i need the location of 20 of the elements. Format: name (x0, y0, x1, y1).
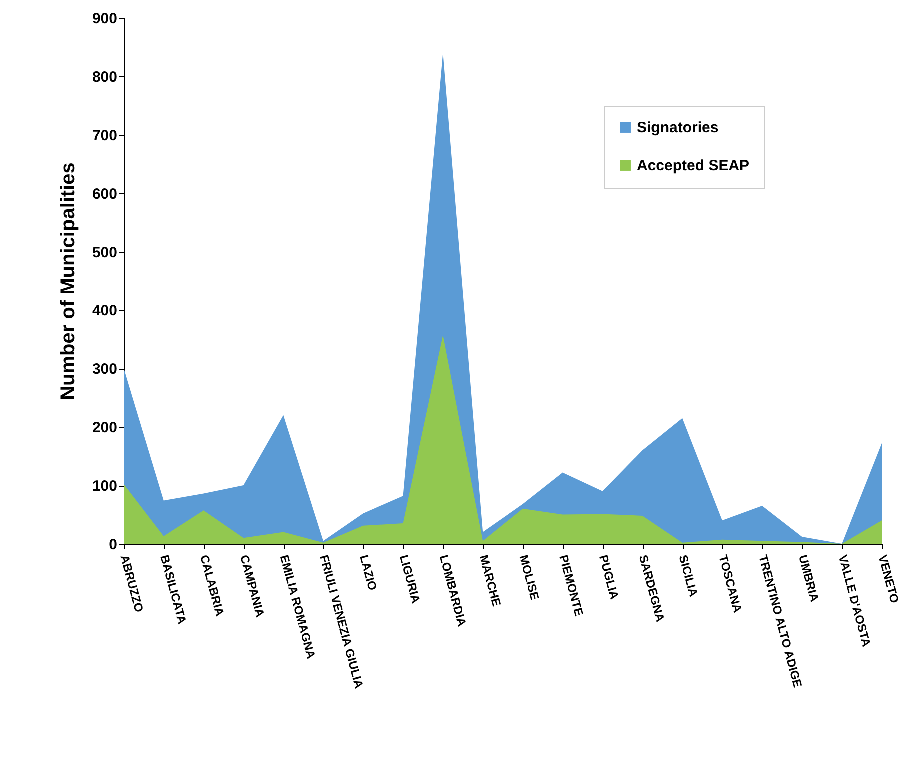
y-tick-label: 800 (92, 68, 118, 86)
y-tick-label: 700 (92, 127, 118, 144)
y-tick-label: 500 (92, 244, 118, 262)
x-tick-label: SICILIA (676, 554, 701, 599)
y-tick-label: 200 (92, 420, 118, 437)
legend-label: Accepted SEAP (637, 158, 750, 174)
y-tick-label: 400 (92, 302, 118, 320)
x-tick-label: MOLISE (516, 554, 542, 602)
y-tick-label: 100 (92, 478, 118, 496)
x-tick-label: UMBRIA (796, 554, 822, 604)
y-tick-label: 600 (92, 186, 118, 203)
x-tick-label: PUGLIA (596, 554, 622, 602)
legend-label: Signatories (637, 120, 719, 136)
y-axis-title: Number of Municipalities (57, 162, 80, 400)
y-tick-label: 900 (92, 10, 118, 28)
y-tick-label: 300 (92, 361, 118, 378)
x-tick-label: VENETO (876, 554, 902, 605)
x-tick-label: LIGURIA (397, 554, 424, 606)
y-tick-label: 0 (109, 536, 118, 554)
x-tick-label: LAZIO (357, 554, 380, 592)
